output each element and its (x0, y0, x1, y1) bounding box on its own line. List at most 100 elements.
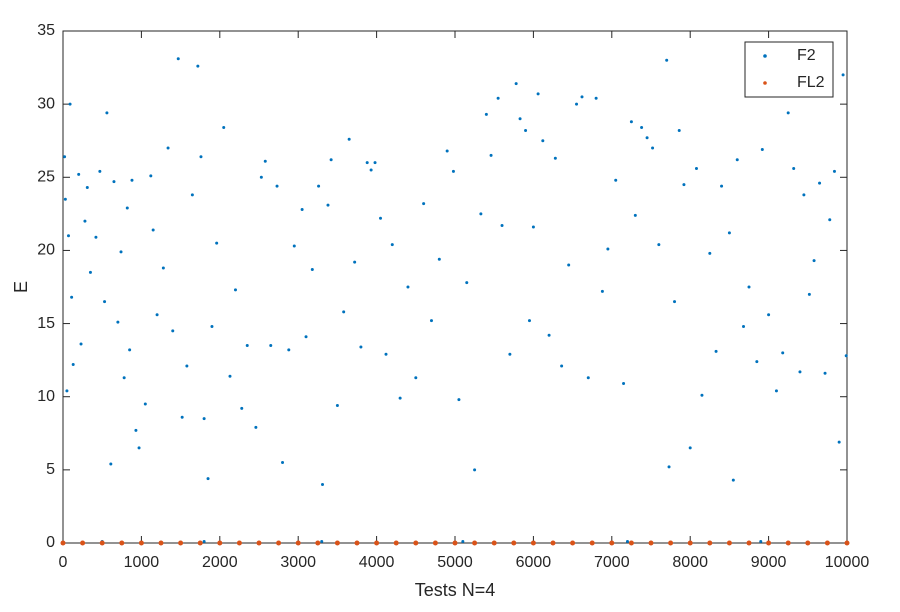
point (190, 193, 194, 197)
point (414, 376, 418, 380)
x-tick-label: 3000 (280, 554, 316, 571)
point (354, 540, 360, 546)
point (300, 207, 304, 211)
point (531, 225, 535, 229)
point (83, 219, 87, 223)
point (65, 389, 69, 393)
x-tick-label: 2000 (202, 554, 238, 571)
point (185, 364, 189, 368)
point (673, 300, 677, 304)
point (747, 285, 751, 289)
point (176, 57, 180, 61)
y-tick-label: 30 (37, 95, 55, 112)
point (233, 288, 237, 292)
point (178, 540, 184, 546)
point (222, 126, 226, 130)
point (472, 540, 478, 546)
point (155, 313, 159, 317)
point (138, 540, 144, 546)
point (202, 540, 206, 544)
point (818, 181, 822, 185)
point (151, 228, 155, 232)
point (180, 415, 184, 419)
point (166, 146, 170, 150)
x-tick-label: 9000 (751, 554, 787, 571)
point (594, 96, 598, 100)
point (256, 540, 262, 546)
point (567, 263, 571, 267)
point (694, 167, 698, 171)
point (128, 348, 132, 352)
point (125, 206, 129, 210)
point (682, 183, 686, 187)
point (760, 147, 764, 151)
point (77, 172, 81, 176)
point (687, 540, 693, 546)
point (254, 425, 258, 429)
legend-marker (763, 54, 767, 58)
y-axis-label: E (11, 281, 31, 293)
point (668, 540, 674, 546)
point (560, 364, 564, 368)
x-tick-label: 7000 (594, 554, 630, 571)
legend-label: FL2 (797, 74, 825, 91)
point (553, 156, 557, 160)
point (586, 376, 590, 380)
point (798, 370, 802, 374)
point (71, 363, 75, 367)
point (511, 540, 517, 546)
point (824, 540, 830, 546)
point (384, 352, 388, 356)
point (365, 161, 369, 165)
point (781, 351, 785, 355)
point (767, 313, 771, 317)
point (196, 64, 200, 68)
point (823, 371, 827, 375)
point (130, 178, 134, 182)
point (714, 349, 718, 353)
legend-box (744, 41, 834, 98)
point (832, 169, 836, 173)
point (727, 231, 731, 235)
point (197, 540, 203, 546)
point (228, 374, 232, 378)
point (536, 92, 540, 96)
point (199, 155, 203, 159)
point (746, 540, 752, 546)
y-tick-label: 20 (37, 242, 55, 259)
point (149, 174, 153, 178)
point (614, 178, 618, 182)
point (465, 281, 469, 285)
point (304, 335, 308, 339)
point (70, 295, 74, 299)
point (161, 266, 165, 270)
point (432, 540, 438, 546)
point (112, 180, 116, 184)
point (103, 300, 107, 304)
point (628, 540, 634, 546)
point (143, 402, 147, 406)
legend-marker (763, 81, 767, 85)
point (457, 398, 461, 402)
point (508, 352, 512, 356)
point (484, 112, 488, 116)
point (580, 95, 584, 99)
point (524, 128, 528, 132)
point (489, 153, 493, 157)
point (263, 159, 267, 163)
x-tick-label: 0 (59, 554, 68, 571)
point (677, 128, 681, 132)
point (726, 540, 732, 546)
point (479, 212, 483, 216)
point (625, 540, 629, 544)
point (310, 267, 314, 271)
point (99, 540, 105, 546)
y-tick-label: 15 (37, 315, 55, 332)
point (281, 461, 285, 465)
point (742, 324, 746, 328)
x-axis-label: Tests N=4 (415, 580, 496, 600)
point (530, 540, 536, 546)
point (116, 320, 120, 324)
point (373, 161, 377, 165)
point (514, 82, 518, 86)
